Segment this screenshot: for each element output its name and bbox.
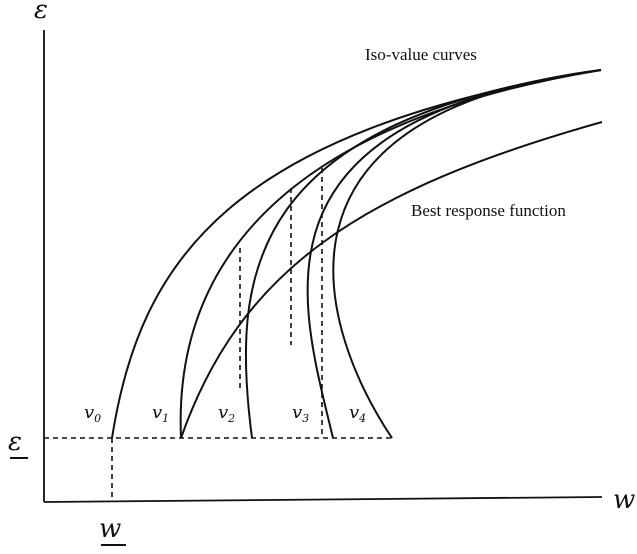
iso-value-curves-label: Iso-value curves xyxy=(365,45,477,64)
iso-value-curve-v0 xyxy=(111,69,602,439)
best-response-curve xyxy=(180,121,603,439)
curve-label-v1: v1 xyxy=(152,402,169,425)
curve-label-v0: v0 xyxy=(84,402,101,425)
iso-value-curve-v2 xyxy=(244,69,602,439)
x-axis xyxy=(43,496,603,503)
curve-label-v4: v4 xyxy=(349,402,366,425)
iso-value-curve-v4 xyxy=(332,69,602,439)
threshold-epsilon-label: ε xyxy=(8,427,22,457)
threshold-w-label: w xyxy=(99,514,121,544)
x-axis-label: w xyxy=(613,485,635,515)
curve-label-v3: v3 xyxy=(292,402,309,425)
iso-value-curve-v1 xyxy=(179,69,602,439)
curve-label-v2: v2 xyxy=(218,402,235,425)
y-axis-label: ε xyxy=(34,0,48,25)
best-response-function-label: Best response function xyxy=(411,201,566,220)
iso-value-curve-v3 xyxy=(306,69,602,439)
